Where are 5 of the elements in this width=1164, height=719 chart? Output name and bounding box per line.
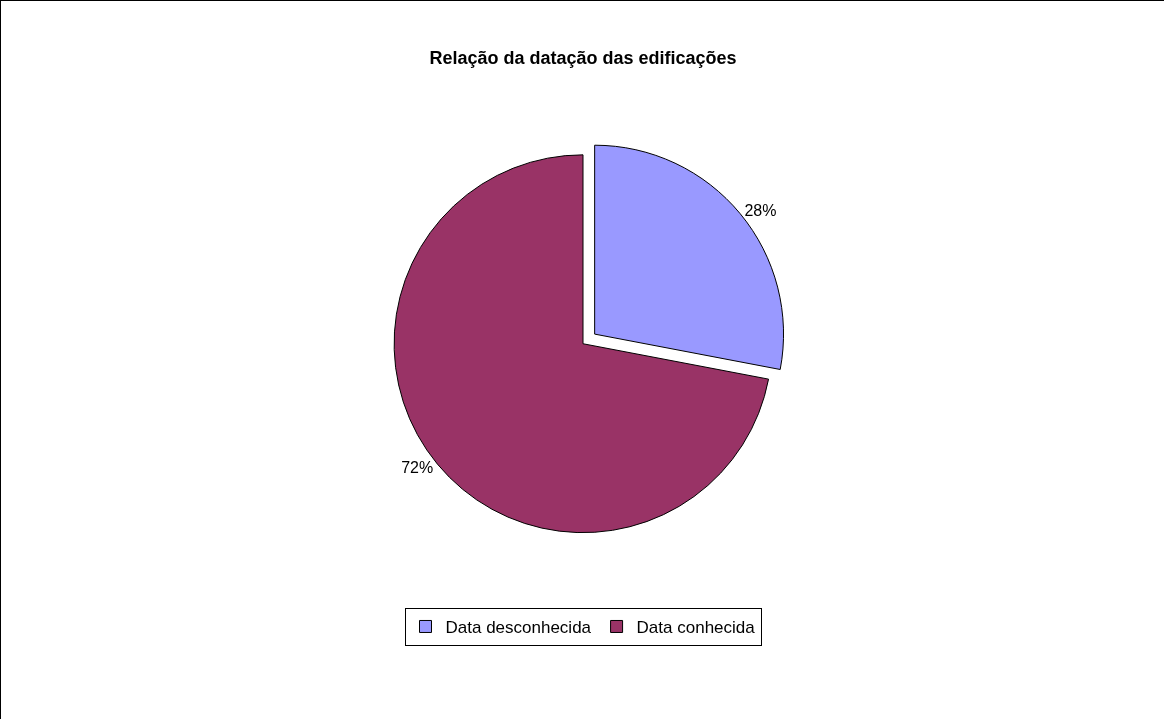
- data-label: 72%: [401, 459, 434, 477]
- legend-label: Data conhecida: [636, 618, 756, 638]
- chart-title: Relação da datação das edificações: [429, 47, 737, 68]
- legend-label: Data desconhecida: [445, 618, 592, 638]
- data-label: 28%: [744, 201, 777, 219]
